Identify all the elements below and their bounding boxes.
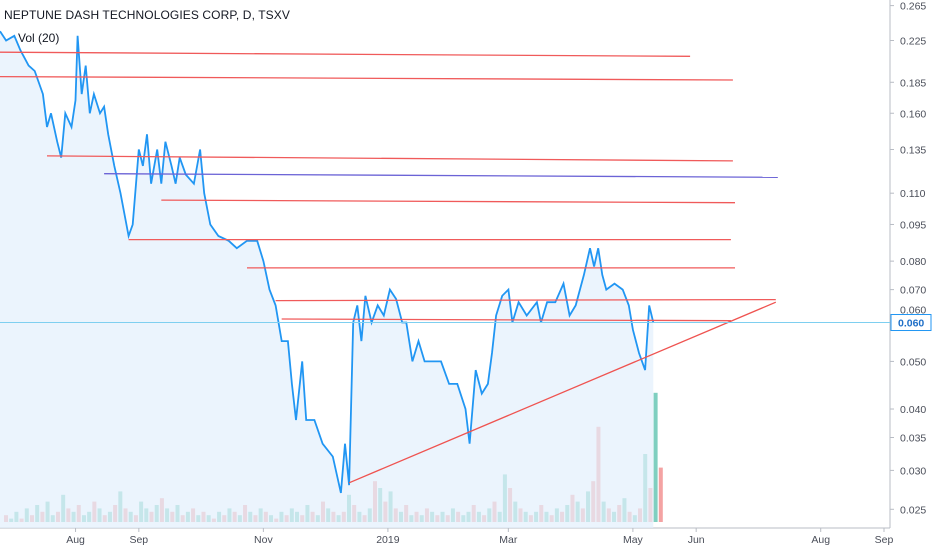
- y-tick-label: 0.030: [900, 465, 926, 477]
- y-tick-label: 0.225: [900, 36, 926, 48]
- y-tick-label: 0.265: [900, 1, 926, 13]
- y-tick-label: 0.080: [900, 256, 926, 268]
- x-tick-label: May: [623, 534, 644, 546]
- x-tick-label: Jun: [688, 534, 705, 546]
- resistance-trend-line[interactable]: [46, 155, 733, 162]
- level-trend-line[interactable]: [104, 173, 778, 178]
- price-area-fill: [0, 31, 654, 528]
- y-tick-label: 0.160: [900, 108, 926, 120]
- x-tick-label: Nov: [254, 534, 273, 546]
- last-price-tag-box: [890, 314, 932, 332]
- y-tick-label: 0.185: [900, 77, 926, 89]
- resistance-trend-line[interactable]: [161, 199, 736, 204]
- volume-bar: [653, 392, 658, 522]
- resistance-trend-line[interactable]: [275, 298, 776, 302]
- x-tick-label: 2019: [376, 534, 400, 546]
- y-tick-label: 0.095: [900, 219, 926, 231]
- last-price-tag: 0.060: [890, 314, 932, 332]
- y-tick-label: 0.040: [900, 404, 926, 416]
- y-tick-label: 0.070: [900, 285, 926, 297]
- chart-legend: NEPTUNE DASH TECHNOLOGIES CORP, D, TSXV …: [4, 8, 290, 45]
- y-tick-label: 0.035: [900, 433, 926, 445]
- x-tick-label: Mar: [499, 534, 518, 546]
- chart-title: NEPTUNE DASH TECHNOLOGIES CORP, D, TSXV: [4, 8, 290, 22]
- resistance-trend-line[interactable]: [281, 318, 731, 322]
- x-tick-label: Sep: [129, 534, 148, 546]
- y-tick-label: 0.050: [900, 356, 926, 368]
- x-tick-label: Aug: [811, 534, 830, 546]
- resistance-trend-line[interactable]: [0, 75, 733, 81]
- x-tick-label: Sep: [875, 534, 894, 546]
- last-price-tag-label: 0.060: [898, 318, 924, 330]
- support-trend-line[interactable]: [348, 301, 777, 484]
- resistance-trend-line[interactable]: [0, 51, 691, 57]
- y-tick-label: 0.025: [900, 504, 926, 516]
- trend-lines: [0, 51, 778, 484]
- y-tick-label: 0.110: [900, 188, 926, 200]
- x-tick-label: Aug: [66, 534, 85, 546]
- time-axis[interactable]: Aug Sep Nov 2019 Mar May Jun Aug Sep: [66, 528, 893, 546]
- volume-bar: [658, 467, 663, 522]
- price-line: [0, 30, 655, 494]
- price-axis[interactable]: 0.265 0.225 0.185 0.160 0.135 0.110 0.095 0.080…: [890, 1, 926, 517]
- y-tick-label: 0.135: [900, 144, 926, 156]
- y-tick-label: 0.060: [900, 305, 926, 317]
- volume-legend: Vol (20): [18, 31, 60, 45]
